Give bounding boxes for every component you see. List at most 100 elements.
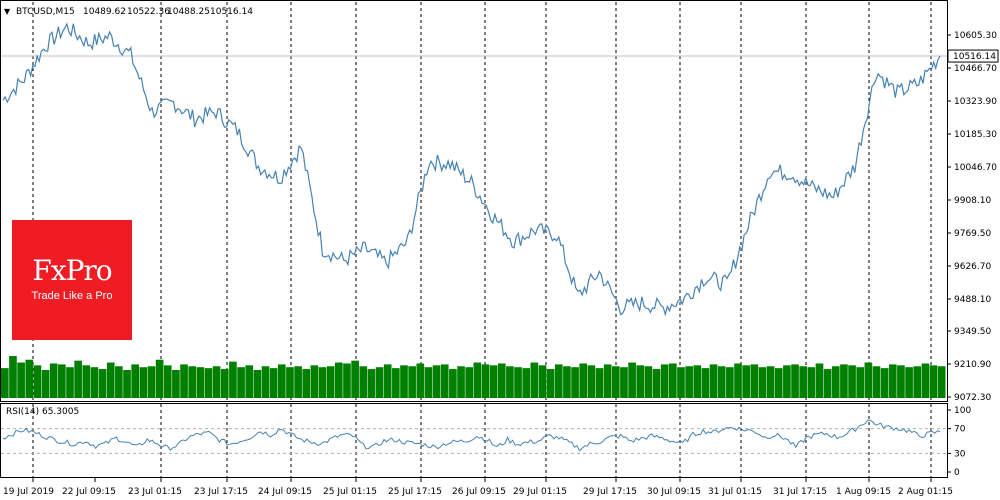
symbol-label: BTCUSD,M15 xyxy=(16,7,75,17)
volume-bar xyxy=(220,369,229,398)
volume-bar xyxy=(636,365,645,398)
volume-bar xyxy=(1,368,9,398)
volume-histogram xyxy=(1,356,946,398)
volume-bar xyxy=(807,367,816,398)
volume-bar xyxy=(457,366,465,398)
volume-bar xyxy=(880,368,889,398)
volume-bar xyxy=(913,366,922,398)
current-price-value: 10516.14 xyxy=(953,52,996,62)
volume-bar xyxy=(652,369,661,398)
volume-bar xyxy=(750,364,759,398)
volume-bar xyxy=(449,369,457,398)
time-tick-label: 2 Aug 01:15 xyxy=(898,487,953,497)
volume-bar xyxy=(815,363,824,398)
volume-bar xyxy=(473,362,482,398)
volume-bar xyxy=(98,369,107,398)
price-tick-label: 10466.70 xyxy=(954,64,997,74)
collapse-arrow-icon[interactable]: ▼ xyxy=(4,7,11,16)
volume-bar xyxy=(856,367,865,398)
volume-bar xyxy=(717,366,726,398)
rsi-line xyxy=(2,419,941,452)
volume-bar xyxy=(82,365,91,398)
volume-bar xyxy=(33,365,42,398)
volume-bar xyxy=(579,363,588,398)
rsi-tick-label: 30 xyxy=(954,449,966,459)
volume-bar xyxy=(620,367,628,398)
volume-bar xyxy=(563,366,571,398)
volume-bar xyxy=(823,369,832,398)
volume-bar xyxy=(343,363,351,398)
rsi-tick-label: 70 xyxy=(954,425,966,435)
volume-bar xyxy=(628,362,636,398)
volume-bar xyxy=(123,370,131,398)
volume-bar xyxy=(326,366,335,398)
volume-bar xyxy=(669,363,677,398)
price-tick-label: 10323.90 xyxy=(954,97,997,107)
volume-bar xyxy=(701,368,710,398)
price-tick-label: 9908.10 xyxy=(954,196,991,206)
volume-bar xyxy=(115,366,123,398)
price-line xyxy=(2,22,941,317)
volume-bar xyxy=(603,364,612,398)
time-tick-label: 31 Jul 01:15 xyxy=(708,487,762,497)
volume-bar xyxy=(481,364,490,398)
time-tick-label: 19 Jul 2019 xyxy=(3,487,54,497)
volume-bar xyxy=(139,367,148,398)
volume-bar xyxy=(897,365,905,398)
time-tick-label: 24 Jul 09:15 xyxy=(258,487,312,497)
volume-bar xyxy=(237,367,245,398)
ohlc-open: 10489.62 xyxy=(83,7,126,17)
volume-bar xyxy=(335,362,343,398)
volume-bar xyxy=(90,367,99,398)
volume-bar xyxy=(294,366,302,398)
time-tick-label: 29 Jul 17:15 xyxy=(583,487,637,497)
volume-bar xyxy=(367,369,376,398)
time-tick-label: 31 Jul 17:15 xyxy=(773,487,827,497)
volume-bar xyxy=(742,365,750,398)
volume-bar xyxy=(685,366,693,398)
volume-bar xyxy=(840,364,848,398)
volume-bar xyxy=(571,367,579,398)
volume-bar xyxy=(611,366,620,398)
volume-bar xyxy=(269,368,278,398)
volume-bar xyxy=(147,366,156,398)
vertical-grid xyxy=(32,2,932,477)
rsi-pane-frame xyxy=(0,403,948,478)
volume-bar xyxy=(587,365,596,398)
volume-bar xyxy=(660,364,669,398)
volume-bar xyxy=(253,370,262,398)
volume-bar xyxy=(644,366,653,398)
price-tick-label: 9769.50 xyxy=(954,229,991,239)
volume-bar xyxy=(799,366,808,398)
volume-bar xyxy=(17,362,25,398)
volume-bar xyxy=(74,360,82,398)
price-tick-label: 10185.30 xyxy=(954,130,997,140)
volume-bar xyxy=(538,365,547,398)
main-pane-frame xyxy=(0,0,948,402)
price-series xyxy=(2,22,941,317)
volume-bar xyxy=(9,356,17,398)
volume-bar xyxy=(229,361,237,398)
volume-bar xyxy=(383,364,392,398)
volume-bar xyxy=(163,365,172,398)
volume-bar xyxy=(921,363,930,398)
volume-bar xyxy=(888,364,897,398)
time-axis: 19 Jul 2019 22 Jul 09:15 23 Jul 01:15 23 Ju… xyxy=(3,478,953,497)
volume-bar xyxy=(310,365,319,398)
price-tick-label: 9488.10 xyxy=(954,295,991,305)
volume-bar xyxy=(758,367,767,398)
price-tick-label: 10605.30 xyxy=(954,31,997,41)
volume-bar xyxy=(554,364,563,398)
volume-bar xyxy=(131,364,139,398)
volume-bar xyxy=(929,365,938,398)
rsi-label: RSI(14) 65.3005 xyxy=(6,407,79,417)
volume-bar xyxy=(400,365,408,398)
logo-tagline: Trade Like a Pro xyxy=(31,290,113,302)
volume-bar xyxy=(416,363,425,398)
time-tick-label: 29 Jul 01:15 xyxy=(513,487,567,497)
time-tick-label: 30 Jul 09:15 xyxy=(647,487,701,497)
volume-bar xyxy=(677,367,685,398)
volume-bar xyxy=(937,366,946,398)
time-tick-label: 1 Aug 09:15 xyxy=(836,487,891,497)
